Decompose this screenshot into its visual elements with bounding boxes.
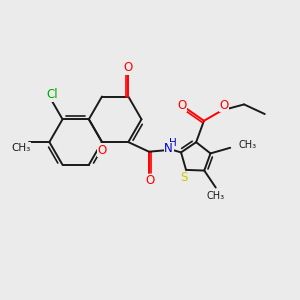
Text: H: H <box>169 138 176 148</box>
Text: O: O <box>219 99 229 112</box>
Text: Cl: Cl <box>46 88 58 101</box>
Text: O: O <box>124 61 133 74</box>
Text: O: O <box>145 174 154 187</box>
Text: O: O <box>178 99 187 112</box>
Text: S: S <box>180 171 188 184</box>
Text: CH₃: CH₃ <box>11 143 31 153</box>
Text: CH₃: CH₃ <box>207 191 225 202</box>
Text: CH₃: CH₃ <box>238 140 256 150</box>
Text: N: N <box>164 142 173 155</box>
Text: O: O <box>98 143 106 157</box>
